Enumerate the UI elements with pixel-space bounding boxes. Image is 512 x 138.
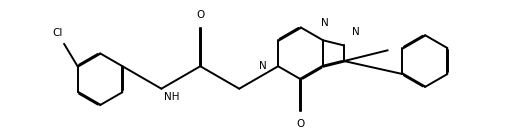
Text: N: N <box>322 18 329 28</box>
Text: NH: NH <box>164 92 179 102</box>
Text: N: N <box>259 61 267 71</box>
Text: Cl: Cl <box>52 28 62 38</box>
Text: O: O <box>296 119 305 129</box>
Text: O: O <box>196 10 204 20</box>
Text: N: N <box>352 27 360 37</box>
